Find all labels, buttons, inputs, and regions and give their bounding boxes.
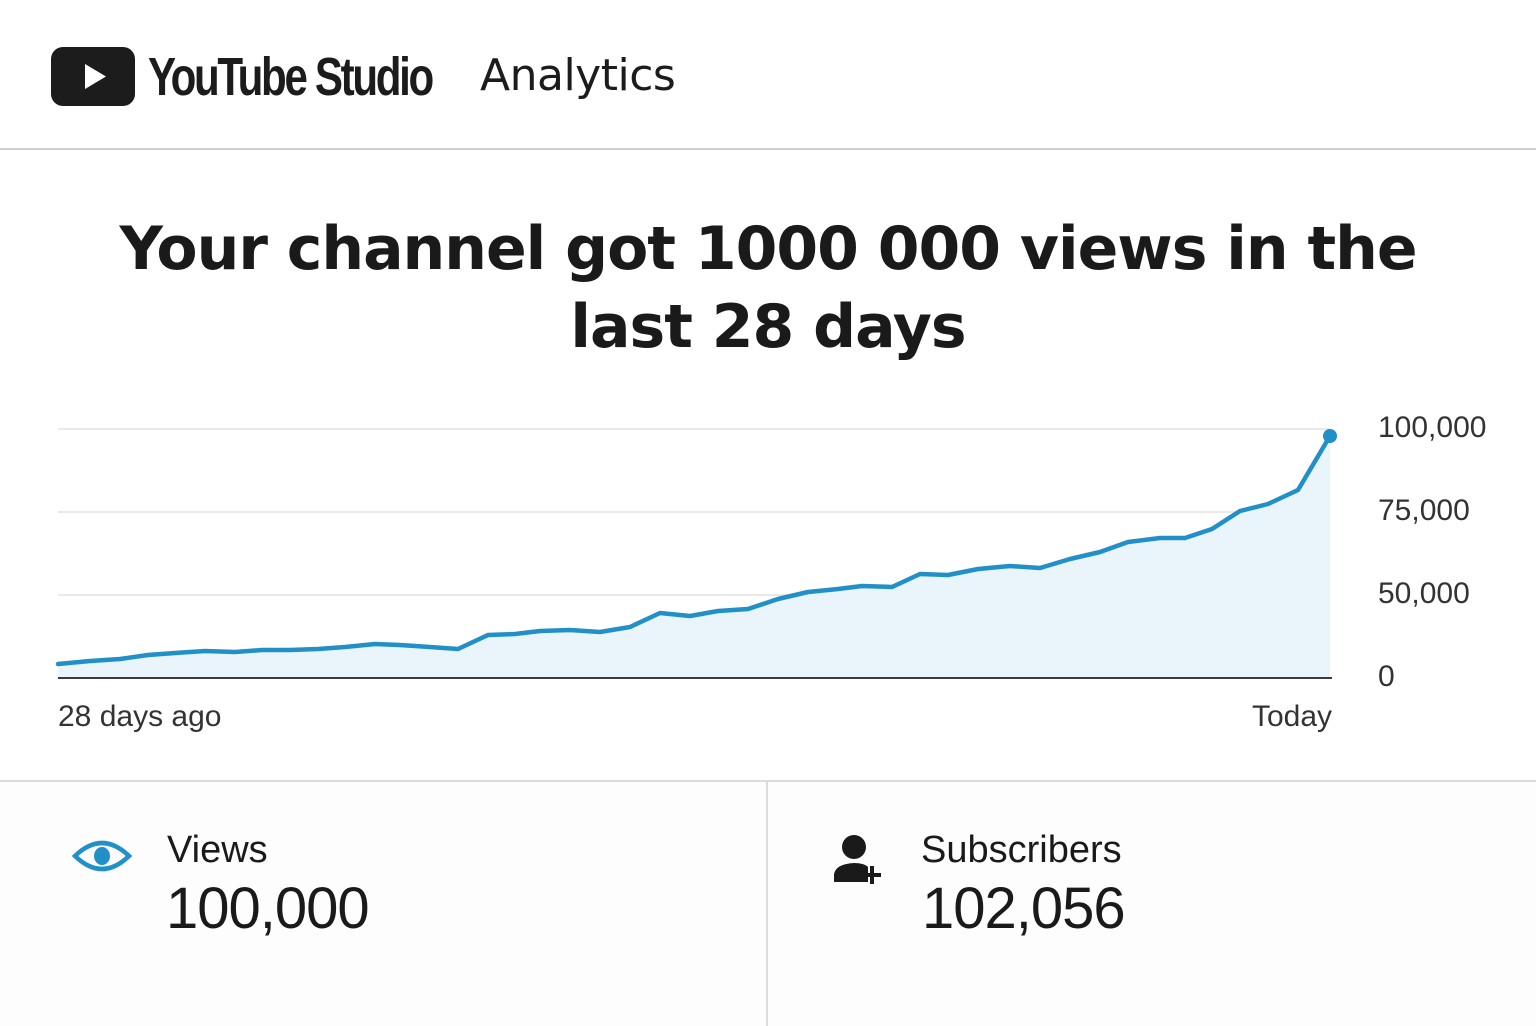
x-tick-label-start: 28 days ago bbox=[58, 700, 222, 733]
add-person-icon bbox=[834, 835, 881, 884]
area-fill bbox=[58, 436, 1330, 678]
y-tick-label: 0 bbox=[1378, 660, 1395, 693]
y-tick-label: 50,000 bbox=[1378, 577, 1470, 610]
stat-value-subscribers: 102,056 bbox=[922, 876, 1126, 941]
header: YouTube Studio Analytics bbox=[0, 0, 1536, 150]
stat-value-views: 100,000 bbox=[166, 876, 370, 941]
youtube-play-icon[interactable] bbox=[51, 47, 135, 106]
end-point-marker[interactable] bbox=[1323, 429, 1337, 443]
stat-label-subscribers: Subscribers bbox=[921, 829, 1122, 871]
eye-icon bbox=[72, 840, 132, 872]
y-tick-label: 75,000 bbox=[1378, 494, 1470, 527]
section-title: Analytics bbox=[480, 50, 676, 101]
stat-label-views: Views bbox=[167, 829, 268, 871]
y-tick-label: 100,000 bbox=[1378, 411, 1487, 444]
stats-panel: Views 100,000 Subscribers 102,056 bbox=[0, 780, 1536, 1026]
views-line bbox=[55, 433, 1333, 667]
divider bbox=[766, 782, 768, 1026]
brand-name[interactable]: YouTube Studio bbox=[148, 47, 434, 107]
headline: Your channel got 1000 000 views in the l… bbox=[119, 214, 1417, 362]
x-tick-label-end: Today bbox=[1252, 700, 1333, 733]
